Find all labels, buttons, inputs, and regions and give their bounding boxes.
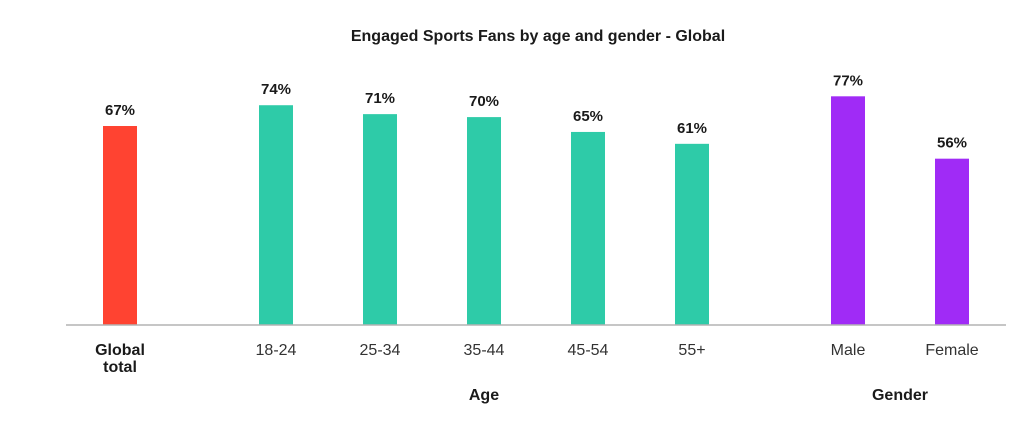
tick-label-female: Female <box>925 342 978 359</box>
bar-25-34 <box>363 114 397 325</box>
tick-label-35-44: 35-44 <box>464 342 505 359</box>
bar-55plus <box>675 143 709 325</box>
tick-label-18-24: 18-24 <box>256 342 297 359</box>
labels-layer: 67% Global total 74% 18-24 71% 25-34 70% 35-44 65… <box>95 72 979 404</box>
tick-label-55plus: 55+ <box>678 342 705 359</box>
data-label-55plus: 61% <box>677 120 707 137</box>
data-label-female: 56% <box>937 135 967 152</box>
data-label-35-44: 70% <box>469 93 499 110</box>
tick-label-global-total: Global total <box>95 342 145 376</box>
data-label-45-54: 65% <box>573 108 603 125</box>
bars-layer <box>103 96 969 325</box>
bar-35-44 <box>467 117 501 325</box>
data-label-global-total: 67% <box>105 102 135 119</box>
bar-male <box>831 96 865 325</box>
data-label-25-34: 71% <box>365 90 395 107</box>
chart-title: Engaged Sports Fans by age and gender - … <box>350 28 726 45</box>
tick-label-25-34: 25-34 <box>360 342 401 359</box>
tick-label-45-54: 45-54 <box>568 342 609 359</box>
tick-label-male: Male <box>831 342 866 359</box>
group-label-age: Age <box>469 387 499 404</box>
data-label-male: 77% <box>833 72 863 89</box>
bar-global-total <box>103 126 137 325</box>
group-label-gender: Gender <box>872 387 928 404</box>
data-label-18-24: 74% <box>261 81 291 98</box>
bar-18-24 <box>259 105 293 325</box>
bar-45-54 <box>571 131 605 325</box>
bar-female <box>935 158 969 325</box>
